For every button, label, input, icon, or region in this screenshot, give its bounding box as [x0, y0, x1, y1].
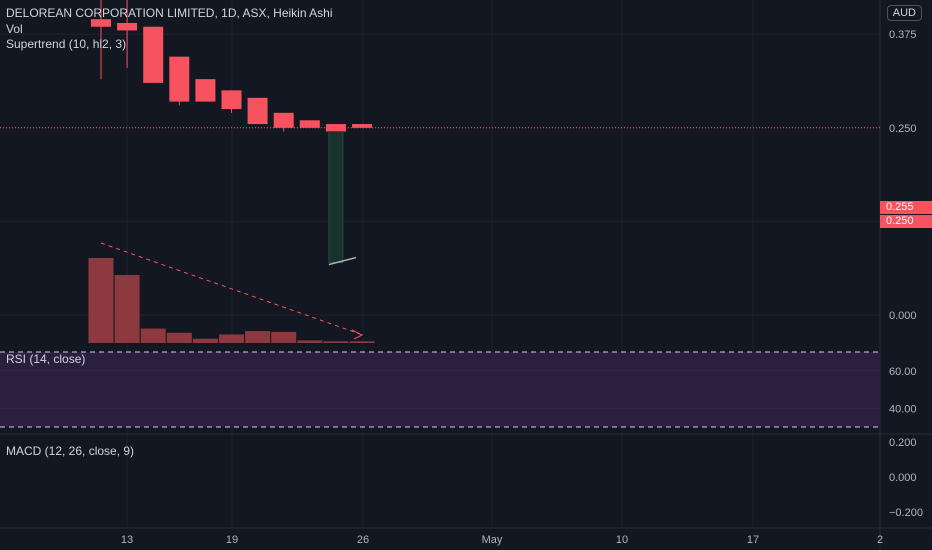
price-tick-label: 0.250 — [889, 123, 917, 135]
price-tag-last: 0.250 — [880, 215, 932, 228]
volume-bar — [323, 341, 349, 343]
volume-bar — [140, 328, 166, 343]
time-tick-label: 2 — [877, 534, 883, 546]
candle-body — [143, 26, 164, 83]
volume-bar — [245, 331, 271, 343]
time-tick-label: 13 — [121, 534, 133, 546]
candle-body — [117, 22, 138, 31]
volume-bar — [114, 275, 140, 343]
price-tick-label: 0.000 — [889, 310, 917, 322]
rsi-band — [0, 352, 880, 427]
volume-bar — [192, 338, 218, 343]
macd-tick-label: −0.200 — [889, 507, 923, 519]
candle-body — [299, 120, 320, 128]
volume-bar — [271, 331, 297, 343]
volume-trend-line — [100, 242, 361, 335]
candle-body — [169, 56, 190, 102]
price-tick-label: 0.375 — [889, 29, 917, 41]
supertrend-legend: Supertrend (10, hl2, 3) — [6, 37, 127, 51]
macd-legend: MACD (12, 26, close, 9) — [6, 444, 135, 458]
volume-trend-arrowhead — [351, 329, 364, 340]
candle-body — [195, 79, 216, 102]
rsi-tick-label: 60.00 — [889, 366, 917, 378]
volume-bar — [166, 332, 192, 343]
time-tick-label: 19 — [226, 534, 238, 546]
volume-bar — [349, 341, 375, 343]
volume-bar — [297, 340, 323, 343]
macd-tick-label: 0.000 — [889, 472, 917, 484]
time-tick-label: 17 — [747, 534, 759, 546]
supertrend-stub — [328, 256, 357, 266]
chart-title: DELOREAN CORPORATION LIMITED, 1D, ASX, H… — [6, 6, 333, 20]
time-tick-label: 26 — [357, 534, 369, 546]
rsi-legend: RSI (14, close) — [6, 352, 86, 366]
price-tag-upper: 0.255 — [880, 201, 932, 214]
candle-body — [325, 124, 346, 132]
volume-bar — [88, 258, 114, 343]
candle-body — [91, 19, 111, 27]
candle-body — [221, 90, 242, 110]
macd-tick-label: 0.200 — [889, 437, 917, 449]
currency-badge[interactable]: AUD — [886, 5, 922, 21]
rsi-tick-label: 40.00 — [889, 403, 917, 415]
candle-body — [247, 97, 268, 125]
candle-body — [352, 124, 372, 128]
volume-legend: Vol — [6, 22, 23, 36]
time-tick-label: 10 — [616, 534, 628, 546]
time-tick-label: May — [482, 534, 503, 546]
volume-bar — [219, 334, 244, 343]
candle-body — [273, 112, 294, 128]
supertrend-fill — [328, 131, 344, 264]
